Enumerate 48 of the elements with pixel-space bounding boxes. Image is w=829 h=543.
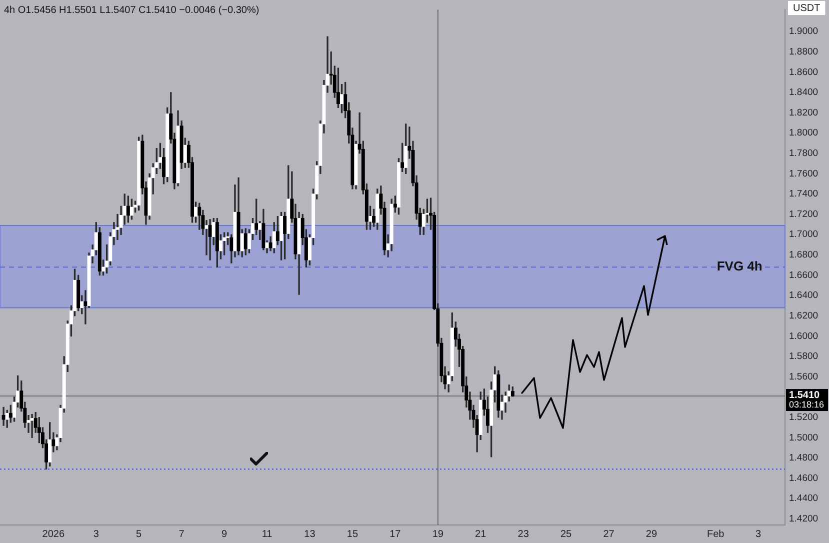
y-tick-label: 1.7600 — [789, 168, 818, 180]
x-tick-label: 17 — [390, 528, 402, 540]
candlestick — [2, 406, 6, 426]
y-tick-label: 1.8400 — [789, 87, 818, 98]
y-tick-label: 1.9000 — [789, 26, 818, 38]
x-tick-label: 21 — [475, 528, 487, 540]
y-tick-label: 1.6200 — [789, 310, 818, 322]
y-tick-label: 1.5600 — [789, 371, 818, 382]
y-tick-label: 1.8000 — [789, 128, 818, 139]
y-tick-label: 1.8200 — [789, 107, 818, 118]
y-tick-label: 1.7800 — [789, 148, 818, 159]
x-tick-label: 3 — [756, 528, 762, 540]
x-tick-label: 13 — [304, 528, 316, 540]
x-tick-label: 11 — [262, 528, 273, 540]
y-tick-label: 1.5000 — [789, 432, 818, 444]
ref-line-label: 1.5410 — [789, 390, 820, 401]
y-tick-label: 1.6400 — [789, 290, 818, 302]
x-tick-label: 5 — [136, 528, 142, 540]
x-tick-label: Feb — [706, 528, 725, 540]
y-axis-title: USDT — [793, 2, 820, 14]
x-tick-label: 19 — [432, 528, 444, 540]
text: 03:18:16 — [789, 400, 824, 410]
x-tick-label: 2026 — [42, 528, 65, 540]
chart-title: 4h O1.5456 H1.5501 L1.5407 C1.5410 −0.0046 (−0.30%) — [4, 4, 260, 16]
x-tick-label: 29 — [646, 528, 658, 540]
y-tick-label: 1.4200 — [789, 514, 818, 525]
x-tick-label: 23 — [518, 528, 530, 540]
annotation: FVG 4h — [716, 258, 762, 274]
y-tick-label: 1.6800 — [789, 250, 818, 261]
y-tick-label: 1.4600 — [789, 472, 818, 484]
x-tick-label: 9 — [222, 528, 228, 540]
y-tick-label: 1.8800 — [789, 46, 818, 58]
y-tick-label: 1.7000 — [789, 229, 818, 240]
y-tick-label: 1.6000 — [789, 330, 818, 342]
y-tick-label: 1.5800 — [789, 351, 818, 362]
y-tick-label: 1.4400 — [789, 493, 818, 504]
candlestick — [30, 414, 34, 438]
y-tick-label: 1.6600 — [789, 270, 818, 281]
x-tick-label: 3 — [93, 528, 100, 540]
y-tick-label: 1.5200 — [789, 412, 818, 423]
x-tick-label: 15 — [346, 528, 358, 540]
y-tick-label: 1.7400 — [789, 188, 818, 200]
y-tick-label: 1.7200 — [789, 208, 818, 220]
x-tick-label: 27 — [603, 528, 615, 540]
y-tick-label: 1.8600 — [789, 66, 818, 78]
x-tick-label: 25 — [560, 528, 572, 540]
y-tick-label: 1.4800 — [789, 452, 818, 464]
x-tick-label: 7 — [178, 528, 185, 540]
